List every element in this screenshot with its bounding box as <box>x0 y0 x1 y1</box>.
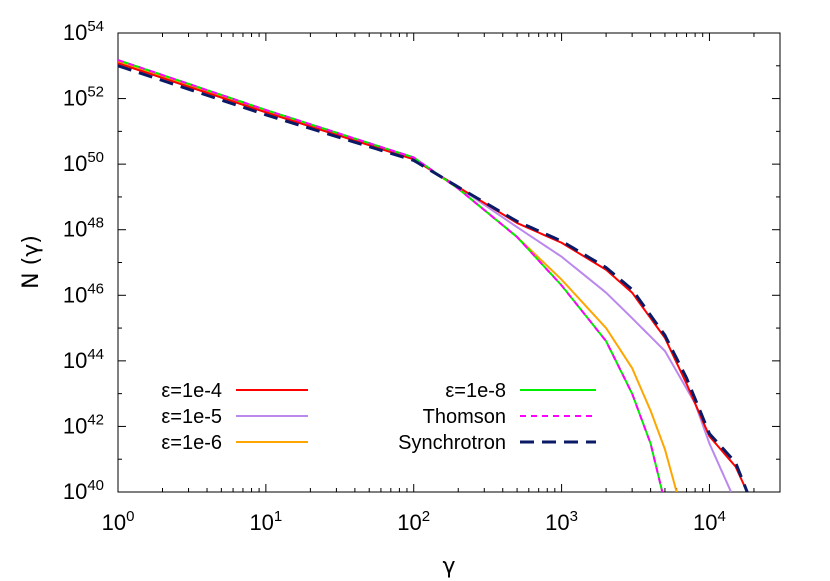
y-tick-label: 1052 <box>63 84 104 111</box>
y-tick-exponent: 48 <box>87 215 104 232</box>
x-tick-exponent: 3 <box>570 508 578 525</box>
x-tick-base: 10 <box>249 510 273 535</box>
legend-label: Synchrotron <box>398 432 506 454</box>
x-tick-exponent: 4 <box>718 508 726 525</box>
y-tick-base: 10 <box>63 86 87 111</box>
x-tick-label: 101 <box>249 508 282 535</box>
y-tick-base: 10 <box>63 348 87 373</box>
y-tick-label: 1050 <box>63 149 104 176</box>
y-tick-exponent: 50 <box>87 149 104 166</box>
y-tick-label: 1044 <box>63 346 104 373</box>
x-tick-exponent: 0 <box>126 508 134 525</box>
x-tick-base: 10 <box>397 510 421 535</box>
legend-label: ε=1e-6 <box>161 432 222 454</box>
y-tick-label: 1042 <box>63 411 104 438</box>
legend-label: ε=1e-8 <box>445 380 506 402</box>
series-line-4 <box>118 59 664 492</box>
x-tick-base: 10 <box>545 510 569 535</box>
y-tick-base: 10 <box>63 413 87 438</box>
legend-label: ε=1e-5 <box>161 406 222 428</box>
x-tick-label: 102 <box>397 508 430 535</box>
y-axis-label: N (γ) <box>19 235 44 289</box>
y-tick-exponent: 54 <box>87 18 104 35</box>
x-tick-label: 103 <box>545 508 578 535</box>
y-tick-label: 1054 <box>63 18 104 45</box>
series-line-5 <box>118 64 749 492</box>
x-tick-exponent: 2 <box>422 508 430 525</box>
legend: ε=1e-4 ε=1e-5 ε=1e-6 ε=1e-8 Thomson Synchrotr… <box>161 380 596 454</box>
x-tick-base: 10 <box>102 510 126 535</box>
y-tick-label: 1040 <box>63 477 104 504</box>
x-tick-exponent: 1 <box>274 508 282 525</box>
ticks <box>117 32 781 493</box>
y-tick-base: 10 <box>63 151 87 176</box>
x-tick-label: 100 <box>102 508 135 535</box>
y-tick-exponent: 44 <box>87 346 104 363</box>
y-tick-exponent: 42 <box>87 411 104 428</box>
legend-label: ε=1e-4 <box>161 380 222 402</box>
series-lines <box>118 59 749 492</box>
y-tick-base: 10 <box>63 282 87 307</box>
x-tick-labels: 100 101 102 103 104 <box>102 508 726 535</box>
y-tick-base: 10 <box>63 20 87 45</box>
y-tick-base: 10 <box>63 479 87 504</box>
y-tick-exponent: 46 <box>87 280 104 297</box>
x-tick-label: 104 <box>693 508 726 535</box>
legend-label: Thomson <box>423 406 506 428</box>
y-tick-label: 1046 <box>63 280 104 307</box>
y-tick-label: 1048 <box>63 215 104 242</box>
y-tick-exponent: 52 <box>87 84 104 101</box>
y-tick-base: 10 <box>63 217 87 242</box>
y-tick-exponent: 40 <box>87 477 104 494</box>
x-axis-label: γ <box>442 554 455 579</box>
x-tick-base: 10 <box>693 510 717 535</box>
